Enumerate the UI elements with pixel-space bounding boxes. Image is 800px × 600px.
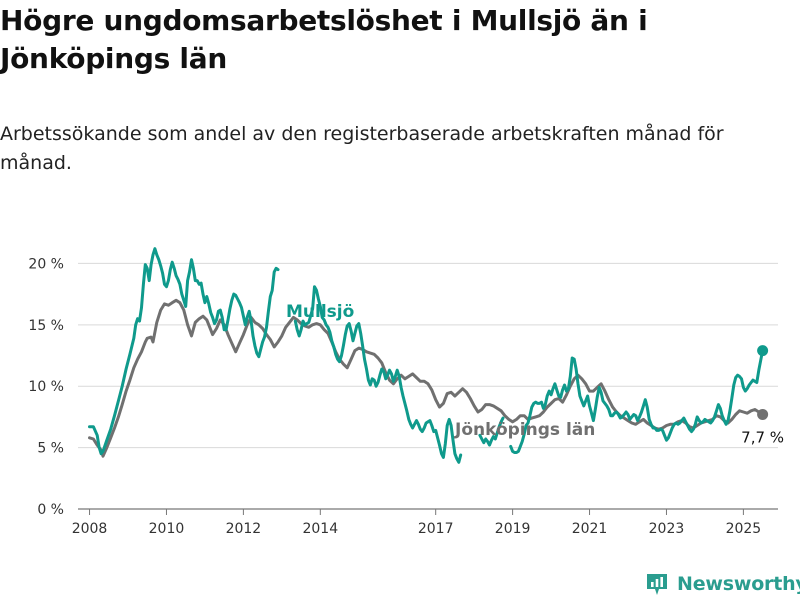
y-tick-label: 0 % <box>37 502 64 518</box>
end-marker-jonkopings-lan <box>757 408 769 420</box>
series-line-mullsj- <box>509 349 765 454</box>
x-tick-label: 2021 <box>572 521 608 537</box>
y-tick-label: 15 % <box>28 318 64 334</box>
bar-chart-logo-icon <box>647 574 667 595</box>
series-label-mullsjo: Mullsjö <box>286 302 354 322</box>
series-line-mullsj- <box>478 416 505 447</box>
series-label-jonkopings-lan: Jönköpings län <box>454 420 595 440</box>
x-tick-label: 2014 <box>302 521 338 537</box>
brand-name: Newsworthy <box>677 573 800 595</box>
y-tick-label: 10 % <box>28 379 64 395</box>
x-tick-label: 2017 <box>418 521 454 537</box>
x-tick-label: 2010 <box>149 521 185 537</box>
chart-title: Högre ungdomsarbetslöshet i Mullsjö än i… <box>0 4 648 75</box>
end-label-jonkopings-lan: 7,7 % <box>741 428 784 446</box>
end-marker-mullsjo <box>757 345 769 357</box>
x-tick-label: 2023 <box>649 521 685 537</box>
series-line-mullsj- <box>293 285 463 464</box>
series-line-mullsj- <box>88 247 280 456</box>
y-tick-label: 5 % <box>37 441 64 457</box>
x-tick-label: 2012 <box>226 521 262 537</box>
x-tick-label: 2008 <box>72 521 108 537</box>
newsworthy-logo: Newsworthy <box>645 570 800 598</box>
y-tick-label: 20 % <box>28 256 64 272</box>
x-tick-label: 2025 <box>726 521 762 537</box>
series-line-j-nk-pings-l-n <box>88 298 765 458</box>
chart-subtitle: Arbetssökande som andel av den registerb… <box>0 123 724 174</box>
x-tick-label: 2019 <box>495 521 531 537</box>
